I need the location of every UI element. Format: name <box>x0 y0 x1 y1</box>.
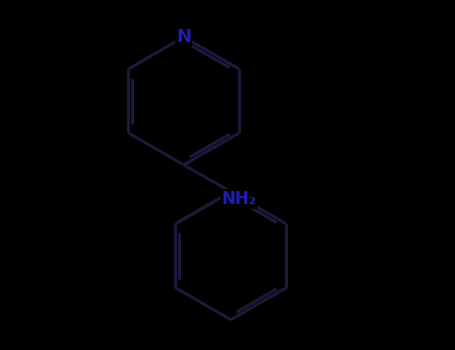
Text: N: N <box>176 28 191 46</box>
Text: NH₂: NH₂ <box>222 190 257 208</box>
